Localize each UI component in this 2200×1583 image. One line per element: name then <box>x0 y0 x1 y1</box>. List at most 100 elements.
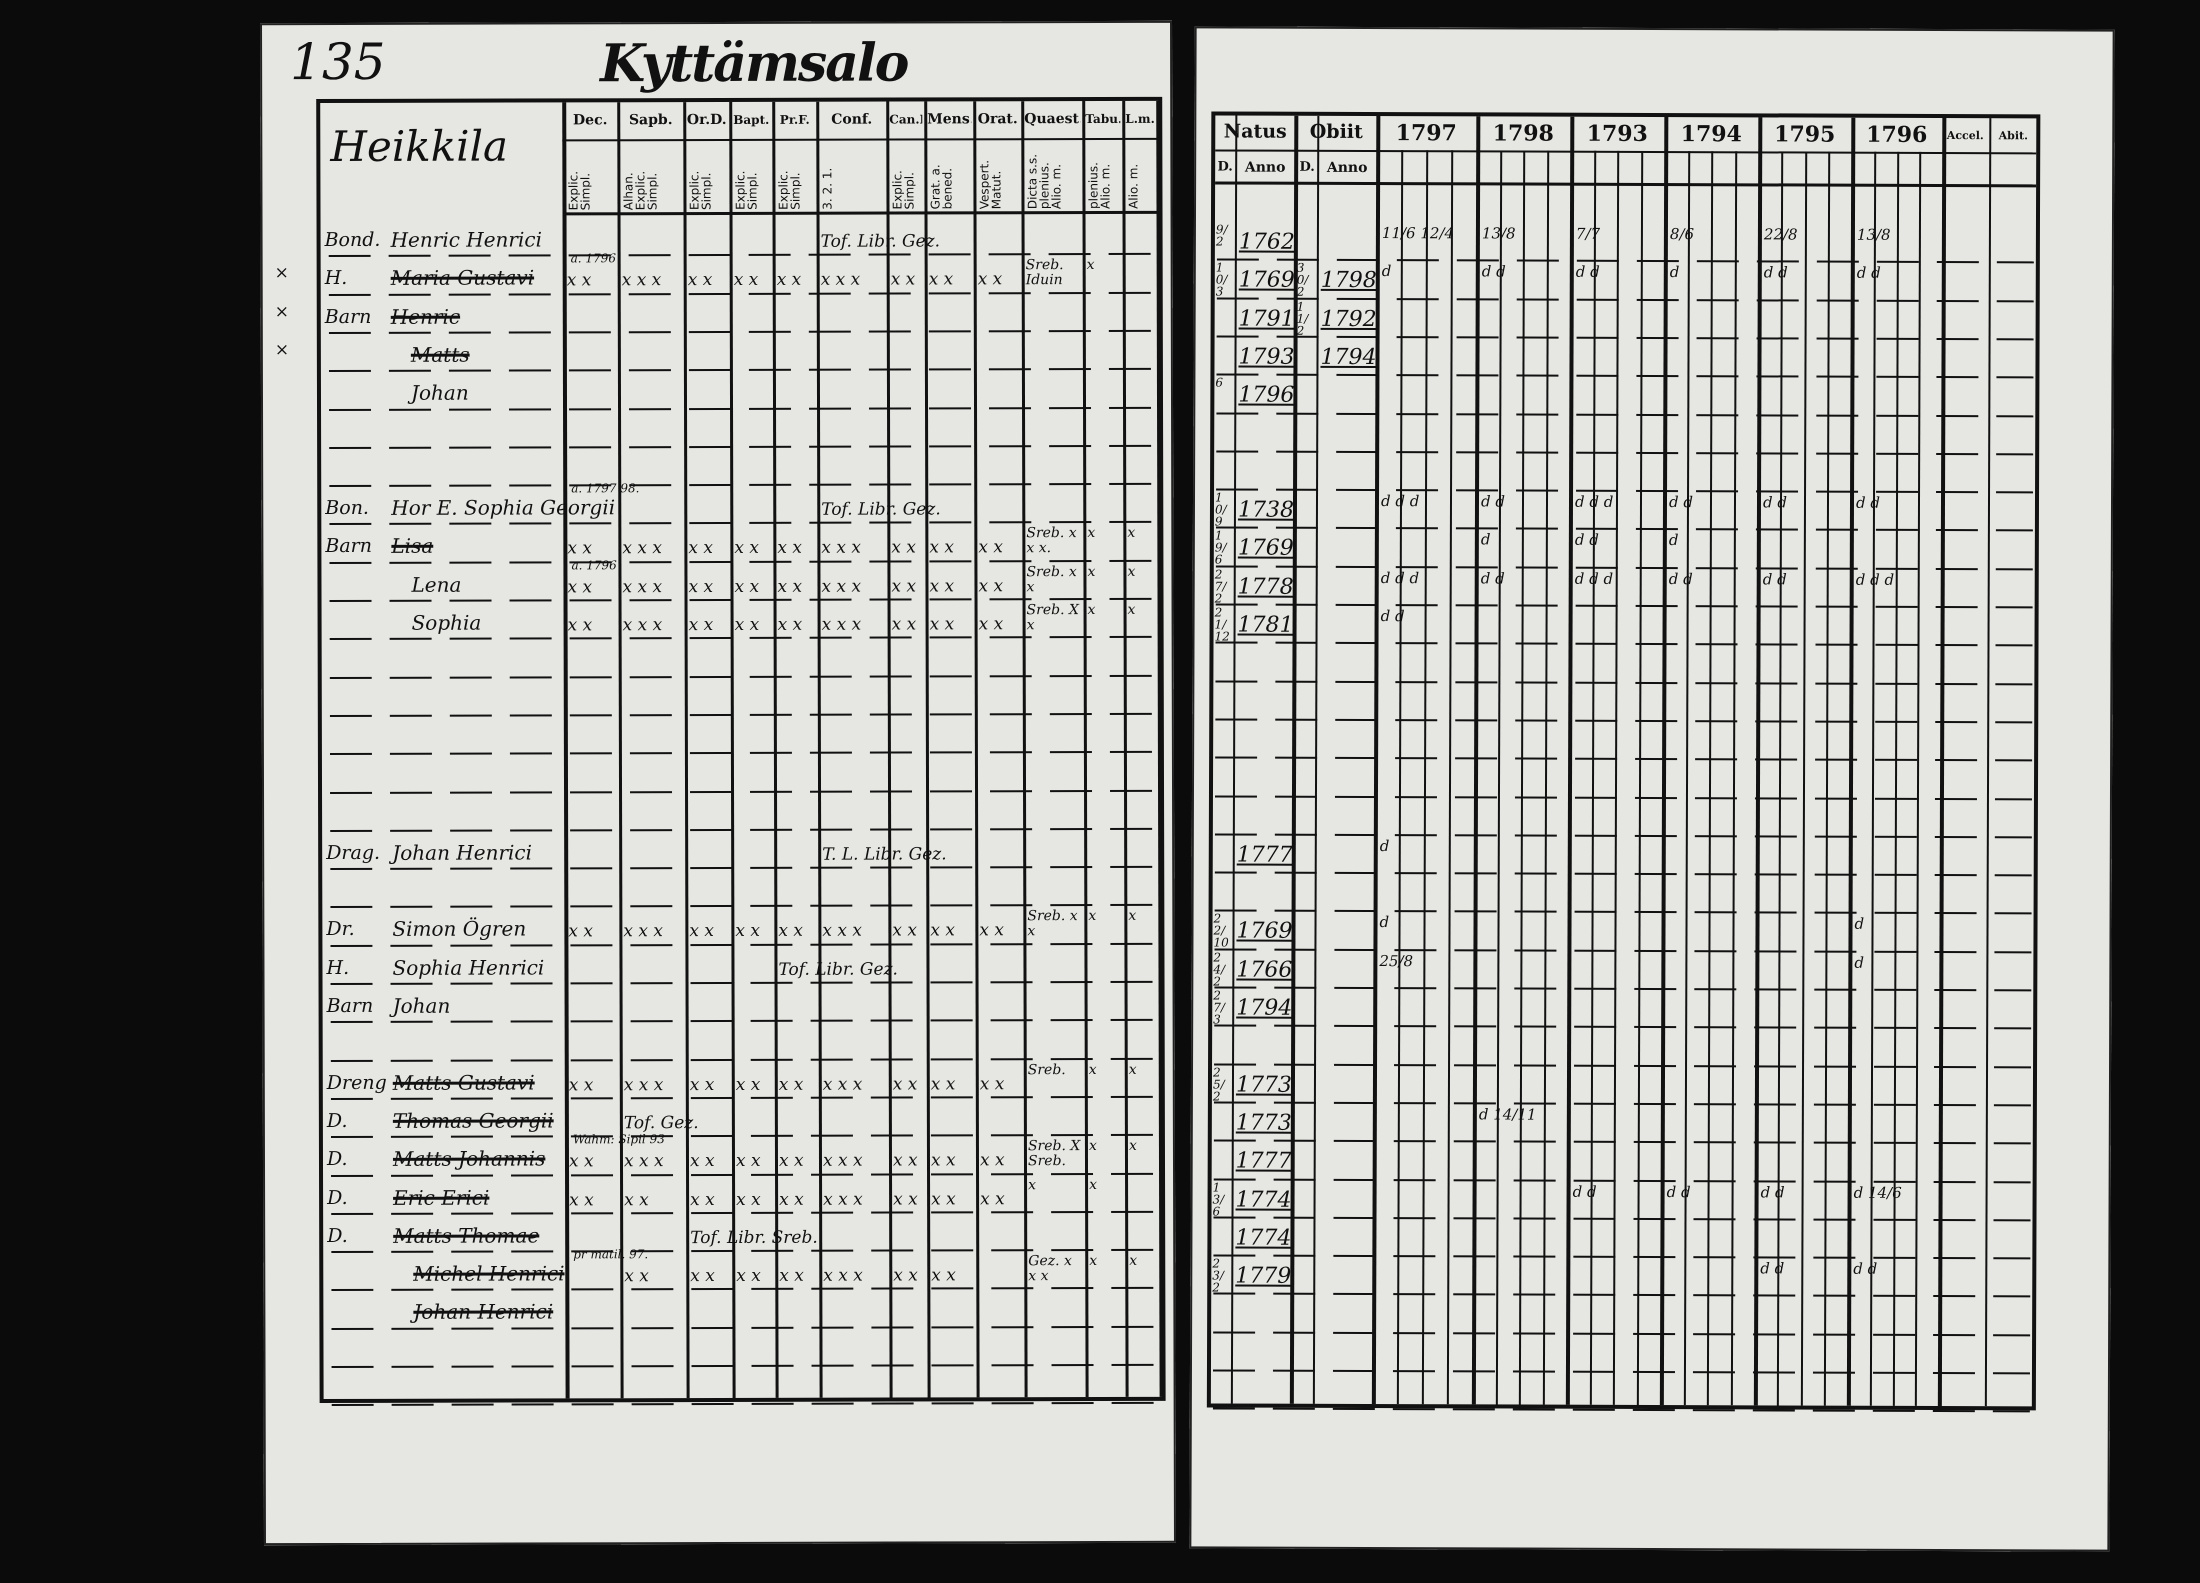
year-mark: d d d <box>1380 492 1420 511</box>
person-name: Eric Erici <box>393 1185 490 1210</box>
birth-day: 6 <box>1215 375 1224 390</box>
birth-year: 1769 <box>1237 535 1294 562</box>
obiit-day-header: D. <box>1299 159 1315 175</box>
household-role: Bon. <box>325 497 369 520</box>
catechism-mark: x x <box>689 1074 715 1095</box>
annotation: Wahm: Sipil 93 <box>572 1132 665 1147</box>
row-line <box>331 1172 1158 1177</box>
year-header: 1796 <box>1866 121 1928 148</box>
row-line <box>1214 948 2032 954</box>
death-year: 1794 <box>1320 344 1377 370</box>
header-divider <box>1215 149 2037 155</box>
column-divider <box>1846 117 1856 1406</box>
left-page: 135 Kyttämsalo Heikkila Dec. Explic. Simp… <box>260 20 1176 1546</box>
column-divider <box>1082 101 1089 1398</box>
header-bottom-divider <box>562 210 1159 216</box>
catechism-mark: T. L. Libr. Gez. <box>822 844 947 865</box>
death-day: 11/2 <box>1296 299 1309 338</box>
natus-header: Natus <box>1223 121 1287 142</box>
birth-day: 10/3 <box>1215 260 1228 299</box>
year-mark: d d <box>1762 493 1788 512</box>
margin-cross: × <box>274 340 290 361</box>
row-line <box>1215 718 2033 724</box>
row-line <box>1216 488 2034 494</box>
catechism-mark: x x <box>930 920 956 941</box>
birth-day: 10/9 <box>1214 490 1227 529</box>
catechism-mark: x x x <box>622 538 662 559</box>
year-mark: d d <box>1760 1259 1785 1278</box>
row-line <box>331 1402 1158 1407</box>
column-header: Quaest. <box>1024 111 1081 128</box>
catechism-mark: Sreb. x x x. <box>1026 525 1077 557</box>
catechism-mark: x x <box>687 270 713 291</box>
catechism-table: Heikkila Dec. Explic. Simpl. Sapb. Alhan. E… <box>316 96 1166 1407</box>
person-name: Johan Henrici <box>392 840 533 865</box>
catechism-mark: x <box>1028 1176 1036 1193</box>
birth-year: 1766 <box>1236 957 1293 983</box>
catechism-mark: x x <box>688 538 714 559</box>
death-day: 30/2 <box>1296 261 1309 300</box>
row-line <box>330 827 1157 832</box>
column-divider <box>1659 117 1669 1406</box>
column-subheader: Explic. Simpl. <box>688 170 713 211</box>
column-divider <box>1984 118 1992 1407</box>
household-role: Drag. <box>326 841 381 864</box>
row-line <box>328 329 1155 334</box>
catechism-mark: x x <box>890 269 916 290</box>
column-header: Dec. <box>573 112 608 129</box>
catechism-mark: x x <box>734 538 760 559</box>
column-divider <box>1021 101 1028 1398</box>
row-line <box>1216 450 2034 456</box>
abit-header: Abit. <box>1998 129 2028 143</box>
column-header: Mens. <box>927 111 972 128</box>
year-mark: d d <box>1480 492 1506 511</box>
catechism-mark: x x <box>568 1074 594 1095</box>
catechism-mark: Tof. Libr. Gez. <box>820 231 941 252</box>
year-mark: d <box>1480 530 1491 549</box>
catechism-mark: x x <box>892 1150 918 1171</box>
row-line <box>330 1057 1157 1062</box>
birth-day: 24/2 <box>1213 950 1226 989</box>
row-line <box>1214 909 2032 915</box>
year-mark: d d <box>1760 1182 1785 1201</box>
year-mark: d d <box>1574 531 1599 550</box>
row-line <box>1214 794 2032 800</box>
row-line <box>330 865 1157 871</box>
birth-year: 1738 <box>1237 497 1295 523</box>
person-name: Matts Thomae <box>393 1223 540 1248</box>
catechism-mark: Tof. Gez. <box>623 1112 699 1134</box>
person-name: Matts Johannis <box>392 1146 546 1172</box>
household-role: H. <box>324 267 348 290</box>
row-line <box>331 1363 1158 1369</box>
birth-year: 1777 <box>1236 842 1293 868</box>
row-line <box>329 636 1156 641</box>
catechism-mark: x x x <box>822 1074 863 1095</box>
vital-records-table: Natus Obiit D. Anno D. Anno Accel. Abit.… <box>1206 111 2041 1413</box>
village-label: Heikkila <box>330 121 509 172</box>
row-line <box>1215 756 2033 762</box>
column-header: Or.D. <box>686 111 727 129</box>
catechism-mark: x x <box>569 1189 594 1210</box>
row-line <box>329 559 1156 564</box>
column-divider <box>617 102 624 1399</box>
catechism-mark: x x <box>624 1189 649 1210</box>
column-header: Conf. <box>831 111 873 128</box>
row-line <box>1213 1254 2031 1260</box>
row-line <box>1214 833 2032 839</box>
row-line <box>1215 680 2033 685</box>
row-line <box>1216 297 2034 302</box>
birth-year: 1796 <box>1238 382 1295 408</box>
catechism-mark: x x <box>930 1073 956 1095</box>
column-subheader: Explic. Simpl. <box>567 170 592 211</box>
person-name: Sophia <box>411 610 482 635</box>
catechism-mark: x x <box>567 615 593 636</box>
row-line <box>329 406 1156 411</box>
annotation: a. 1797 98. <box>571 481 640 496</box>
year-mark: d d <box>1480 569 1505 588</box>
year-mark: 13/8 <box>1856 225 1891 244</box>
catechism-mark: x x <box>568 921 594 942</box>
catechism-mark: x x <box>891 614 917 635</box>
catechism-mark: x x <box>892 920 918 941</box>
catechism-mark: x x x <box>823 1189 863 1210</box>
year-mark: d d <box>1762 570 1787 589</box>
